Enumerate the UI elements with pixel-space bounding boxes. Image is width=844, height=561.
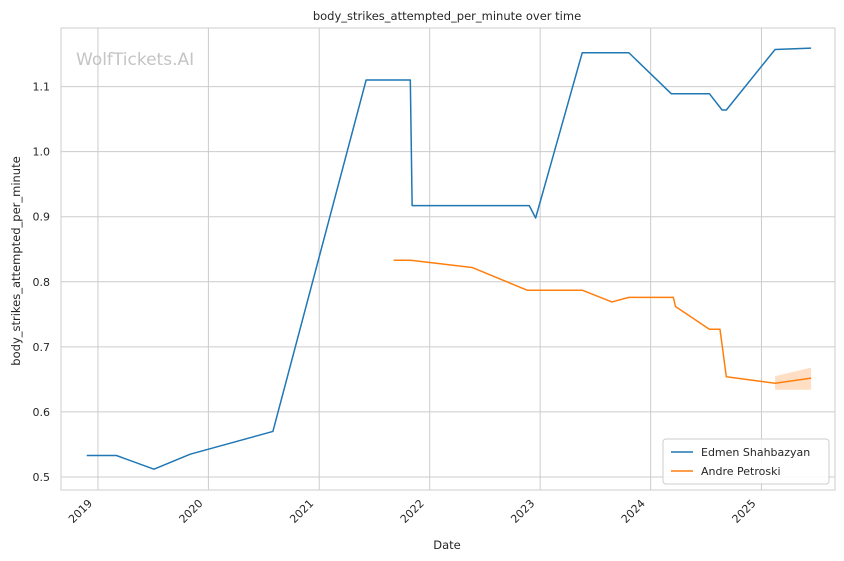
watermark: WolfTickets.AI xyxy=(76,50,194,70)
grid xyxy=(61,28,835,490)
x-tick-label: 2019 xyxy=(66,497,95,526)
legend-label: Edmen Shahbazyan xyxy=(701,446,810,459)
y-tick-label: 0.6 xyxy=(33,406,51,419)
confidence-band xyxy=(775,367,812,390)
x-tick-label: 2021 xyxy=(287,497,316,526)
x-tick-label: 2025 xyxy=(730,497,759,526)
y-tick-label: 0.7 xyxy=(33,341,51,354)
x-tick-label: 2023 xyxy=(508,497,537,526)
x-tick-label: 2024 xyxy=(619,497,648,526)
y-axis-ticks: 0.5 0.6 0.7 0.8 0.9 1.0 1.1 xyxy=(33,81,51,484)
series-line xyxy=(86,47,812,470)
y-tick-label: 0.9 xyxy=(33,211,51,224)
series-line xyxy=(393,259,812,385)
y-tick-label: 0.5 xyxy=(33,471,51,484)
chart-title: body_strikes_attempted_per_minute over t… xyxy=(313,9,581,23)
plot-frame xyxy=(60,27,836,491)
confidence-band-layer xyxy=(775,367,812,390)
y-tick-label: 1.1 xyxy=(33,81,51,94)
x-tick-label: 2020 xyxy=(177,497,206,526)
x-tick-label: 2022 xyxy=(398,497,427,526)
x-axis-label: Date xyxy=(433,538,461,552)
y-tick-label: 1.0 xyxy=(33,146,51,159)
legend: Edmen Shahbazyan Andre Petroski xyxy=(662,438,830,485)
series-lines xyxy=(86,47,812,470)
legend-box xyxy=(662,438,830,485)
y-axis-label: body_strikes_attempted_per_minute xyxy=(9,156,23,365)
y-tick-label: 0.8 xyxy=(33,276,51,289)
legend-label: Andre Petroski xyxy=(701,465,781,478)
x-axis-ticks: 2019 2020 2021 2022 2023 2024 2025 xyxy=(66,497,759,526)
